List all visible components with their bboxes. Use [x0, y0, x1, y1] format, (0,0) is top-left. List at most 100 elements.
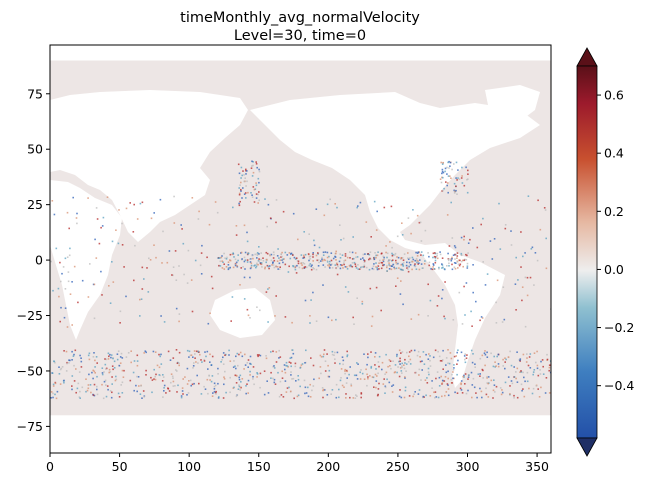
chart-title: timeMonthly_avg_normalVelocity	[180, 10, 420, 26]
velocity-speckle	[365, 368, 367, 371]
velocity-speckle	[466, 262, 469, 265]
velocity-speckle	[323, 258, 325, 261]
velocity-speckle	[349, 251, 351, 253]
velocity-speckle	[374, 373, 377, 376]
velocity-speckle	[226, 256, 228, 259]
velocity-speckle	[69, 247, 71, 250]
velocity-speckle	[200, 273, 203, 275]
velocity-speckle	[428, 264, 430, 267]
velocity-speckle	[195, 361, 197, 363]
colorbar: −0.4−0.20.00.20.40.6	[576, 47, 634, 457]
velocity-speckle	[484, 284, 487, 286]
velocity-speckle	[531, 392, 534, 395]
velocity-speckle	[346, 354, 349, 356]
velocity-speckle	[452, 369, 455, 371]
velocity-speckle	[359, 378, 362, 380]
velocity-speckle	[427, 315, 429, 317]
velocity-speckle	[368, 268, 371, 271]
velocity-speckle	[371, 315, 374, 318]
velocity-speckle	[211, 375, 214, 377]
velocity-speckle	[268, 265, 271, 267]
velocity-speckle	[458, 264, 461, 267]
velocity-speckle	[158, 374, 161, 376]
velocity-speckle	[317, 252, 319, 254]
velocity-speckle	[108, 371, 110, 374]
velocity-speckle	[414, 265, 417, 268]
velocity-speckle	[486, 351, 488, 354]
velocity-speckle	[238, 378, 241, 381]
velocity-speckle	[145, 374, 147, 376]
velocity-speckle	[265, 251, 268, 254]
velocity-speckle	[531, 246, 534, 249]
velocity-speckle	[438, 376, 441, 379]
velocity-speckle	[444, 317, 446, 320]
velocity-speckle	[368, 258, 370, 261]
velocity-speckle	[534, 252, 537, 254]
velocity-speckle	[155, 373, 157, 376]
velocity-speckle	[513, 397, 515, 399]
velocity-speckle	[255, 163, 258, 165]
velocity-speckle	[54, 393, 56, 396]
velocity-speckle	[103, 380, 106, 383]
velocity-speckle	[170, 373, 173, 375]
velocity-speckle	[66, 326, 69, 328]
velocity-speckle	[402, 261, 405, 264]
velocity-speckle	[383, 258, 385, 260]
velocity-speckle	[103, 371, 105, 373]
velocity-speckle	[257, 263, 259, 266]
velocity-speckle	[247, 359, 250, 361]
velocity-speckle	[146, 267, 148, 269]
velocity-speckle	[271, 264, 273, 266]
velocity-speckle	[115, 378, 118, 381]
velocity-speckle	[275, 221, 277, 224]
velocity-speckle	[322, 355, 325, 358]
velocity-speckle	[174, 385, 176, 387]
velocity-speckle	[69, 293, 72, 295]
velocity-speckle	[395, 267, 398, 270]
velocity-speckle	[375, 380, 378, 382]
velocity-speckle	[141, 397, 143, 399]
velocity-speckle	[149, 259, 152, 261]
velocity-speckle	[436, 371, 439, 373]
colorbar-ticks: −0.4−0.20.00.20.40.6	[597, 88, 634, 393]
land-greenland	[485, 85, 540, 125]
velocity-speckle	[495, 365, 497, 367]
velocity-speckle	[446, 184, 448, 187]
velocity-speckle	[224, 257, 226, 259]
velocity-speckle	[317, 259, 320, 261]
velocity-speckle	[132, 371, 135, 374]
velocity-speckle	[191, 383, 194, 386]
velocity-speckle	[516, 381, 519, 383]
velocity-speckle	[466, 267, 469, 269]
velocity-speckle	[342, 363, 344, 366]
velocity-speckle	[243, 298, 246, 300]
velocity-speckle	[232, 252, 234, 254]
velocity-speckle	[196, 374, 198, 377]
velocity-speckle	[396, 371, 398, 374]
velocity-speckle	[441, 383, 443, 385]
velocity-speckle	[336, 206, 338, 209]
velocity-speckle	[310, 299, 312, 301]
velocity-speckle	[209, 312, 211, 315]
velocity-speckle	[247, 366, 249, 368]
velocity-speckle	[257, 193, 259, 196]
velocity-speckle	[382, 264, 384, 267]
velocity-speckle	[290, 371, 292, 373]
velocity-speckle	[158, 366, 161, 369]
velocity-speckle	[349, 366, 351, 368]
velocity-speckle	[113, 367, 116, 369]
velocity-speckle	[399, 360, 401, 362]
velocity-speckle	[320, 372, 322, 375]
velocity-speckle	[460, 236, 463, 239]
velocity-speckle	[152, 350, 155, 353]
velocity-speckle	[542, 373, 545, 375]
velocity-speckle	[108, 355, 110, 358]
velocity-speckle	[258, 181, 260, 184]
velocity-speckle	[63, 350, 65, 352]
velocity-speckle	[497, 365, 500, 368]
velocity-speckle	[498, 202, 500, 205]
velocity-speckle	[391, 385, 393, 387]
velocity-speckle	[241, 197, 243, 199]
velocity-speckle	[524, 276, 527, 279]
velocity-speckle	[240, 251, 243, 254]
